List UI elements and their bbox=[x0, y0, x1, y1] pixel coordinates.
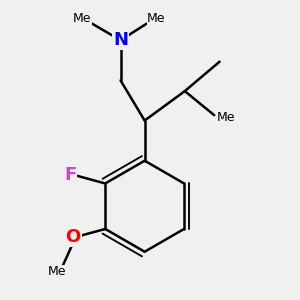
Text: Me: Me bbox=[48, 265, 66, 278]
Text: F: F bbox=[64, 167, 76, 184]
Text: Me: Me bbox=[147, 12, 166, 25]
Text: Me: Me bbox=[73, 12, 91, 25]
Text: O: O bbox=[65, 228, 81, 246]
Text: N: N bbox=[113, 31, 128, 49]
Text: Me: Me bbox=[217, 111, 235, 124]
